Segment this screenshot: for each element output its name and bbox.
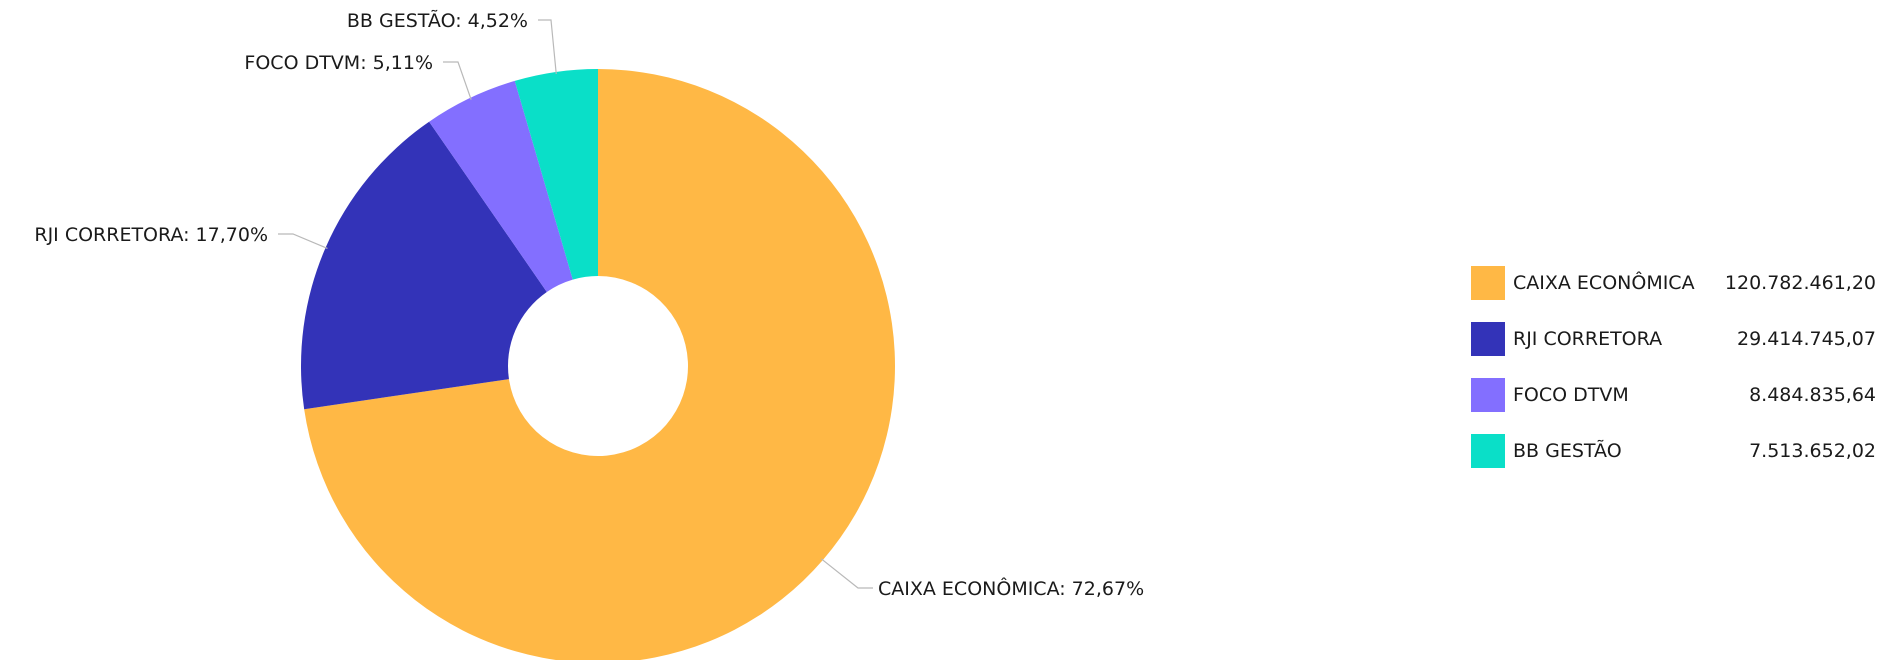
- legend-swatch: [1471, 378, 1505, 412]
- chart-legend: CAIXA ECONÔMICA 120.782.461,20 RJI CORRE…: [1471, 266, 1876, 490]
- leader-line-foco-dtvm: [443, 61, 472, 100]
- slice-rji-corretora[interactable]: [301, 121, 547, 410]
- data-label-bb-gestao: BB GESTÃO: 4,52%: [347, 9, 528, 32]
- legend-label: FOCO DTVM: [1513, 384, 1629, 406]
- chart-slices: [301, 69, 895, 660]
- legend-label: RJI CORRETORA: [1513, 328, 1663, 350]
- data-label-foco-dtvm: FOCO DTVM: 5,11%: [244, 52, 433, 74]
- leader-line-rji-corretora: [278, 233, 328, 249]
- legend-value: 120.782.461,20: [1724, 272, 1876, 294]
- legend-label: BB GESTÃO: [1513, 440, 1622, 462]
- slice-bb-gestao[interactable]: [514, 69, 598, 280]
- legend-value: 8.484.835,64: [1749, 384, 1876, 406]
- slice-caixa-economica[interactable]: [304, 69, 895, 660]
- legend-item-bb-gestao[interactable]: BB GESTÃO 7.513.652,02: [1471, 434, 1876, 468]
- data-label-rji-corretora: RJI CORRETORA: 17,70%: [34, 224, 268, 246]
- leader-line-caixa-economica: [820, 558, 873, 589]
- legend-swatch: [1471, 434, 1505, 468]
- legend-item-caixa-economica[interactable]: CAIXA ECONÔMICA 120.782.461,20: [1471, 266, 1876, 300]
- legend-item-foco-dtvm[interactable]: FOCO DTVM 8.484.835,64: [1471, 378, 1876, 412]
- legend-item-rji-corretora[interactable]: RJI CORRETORA 29.414.745,07: [1471, 322, 1876, 356]
- leader-line-bb-gestao: [538, 19, 557, 75]
- legend-label: CAIXA ECONÔMICA: [1513, 272, 1695, 294]
- legend-value: 7.513.652,02: [1749, 440, 1876, 462]
- legend-value: 29.414.745,07: [1736, 328, 1876, 350]
- chart-labels: CAIXA ECONÔMICA: 72,67% RJI CORRETORA: 17…: [34, 9, 1144, 600]
- slice-foco-dtvm[interactable]: [429, 80, 573, 292]
- legend-swatch: [1471, 322, 1505, 356]
- legend-swatch: [1471, 266, 1505, 300]
- data-label-caixa-economica: CAIXA ECONÔMICA: 72,67%: [878, 576, 1144, 600]
